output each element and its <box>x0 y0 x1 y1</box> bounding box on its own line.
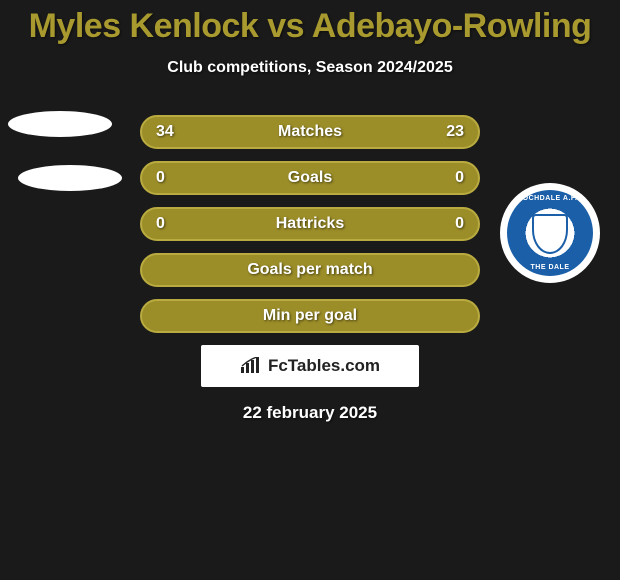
stat-row-min-per-goal: Min per goal <box>140 299 480 333</box>
date-label: 22 february 2025 <box>0 403 620 423</box>
player-left-placeholder-2 <box>18 165 122 191</box>
source-badge: FcTables.com <box>201 345 419 387</box>
subtitle: Club competitions, Season 2024/2025 <box>0 59 620 77</box>
stat-row-matches: 34 Matches 23 <box>140 115 480 149</box>
stat-row-goals: 0 Goals 0 <box>140 161 480 195</box>
source-badge-text: FcTables.com <box>268 356 380 376</box>
page-title: Myles Kenlock vs Adebayo-Rowling <box>0 8 620 45</box>
stat-label: Hattricks <box>142 215 478 233</box>
player-left-placeholder-1 <box>8 111 112 137</box>
crest-top-text: ROCHDALE A.F.C <box>507 195 593 202</box>
club-crest: ROCHDALE A.F.C THE DALE <box>500 183 600 283</box>
stat-row-hattricks: 0 Hattricks 0 <box>140 207 480 241</box>
stat-label: Min per goal <box>142 307 478 325</box>
stat-label: Goals per match <box>142 261 478 279</box>
bar-chart-icon <box>240 357 262 375</box>
crest-bottom-text: THE DALE <box>507 264 593 271</box>
stat-label: Matches <box>142 123 478 141</box>
stat-row-goals-per-match: Goals per match <box>140 253 480 287</box>
shield-icon <box>532 214 568 254</box>
stat-label: Goals <box>142 169 478 187</box>
comparison-panel: ROCHDALE A.F.C THE DALE 34 Matches 23 0 … <box>0 115 620 423</box>
club-crest-inner: ROCHDALE A.F.C THE DALE <box>507 190 593 276</box>
